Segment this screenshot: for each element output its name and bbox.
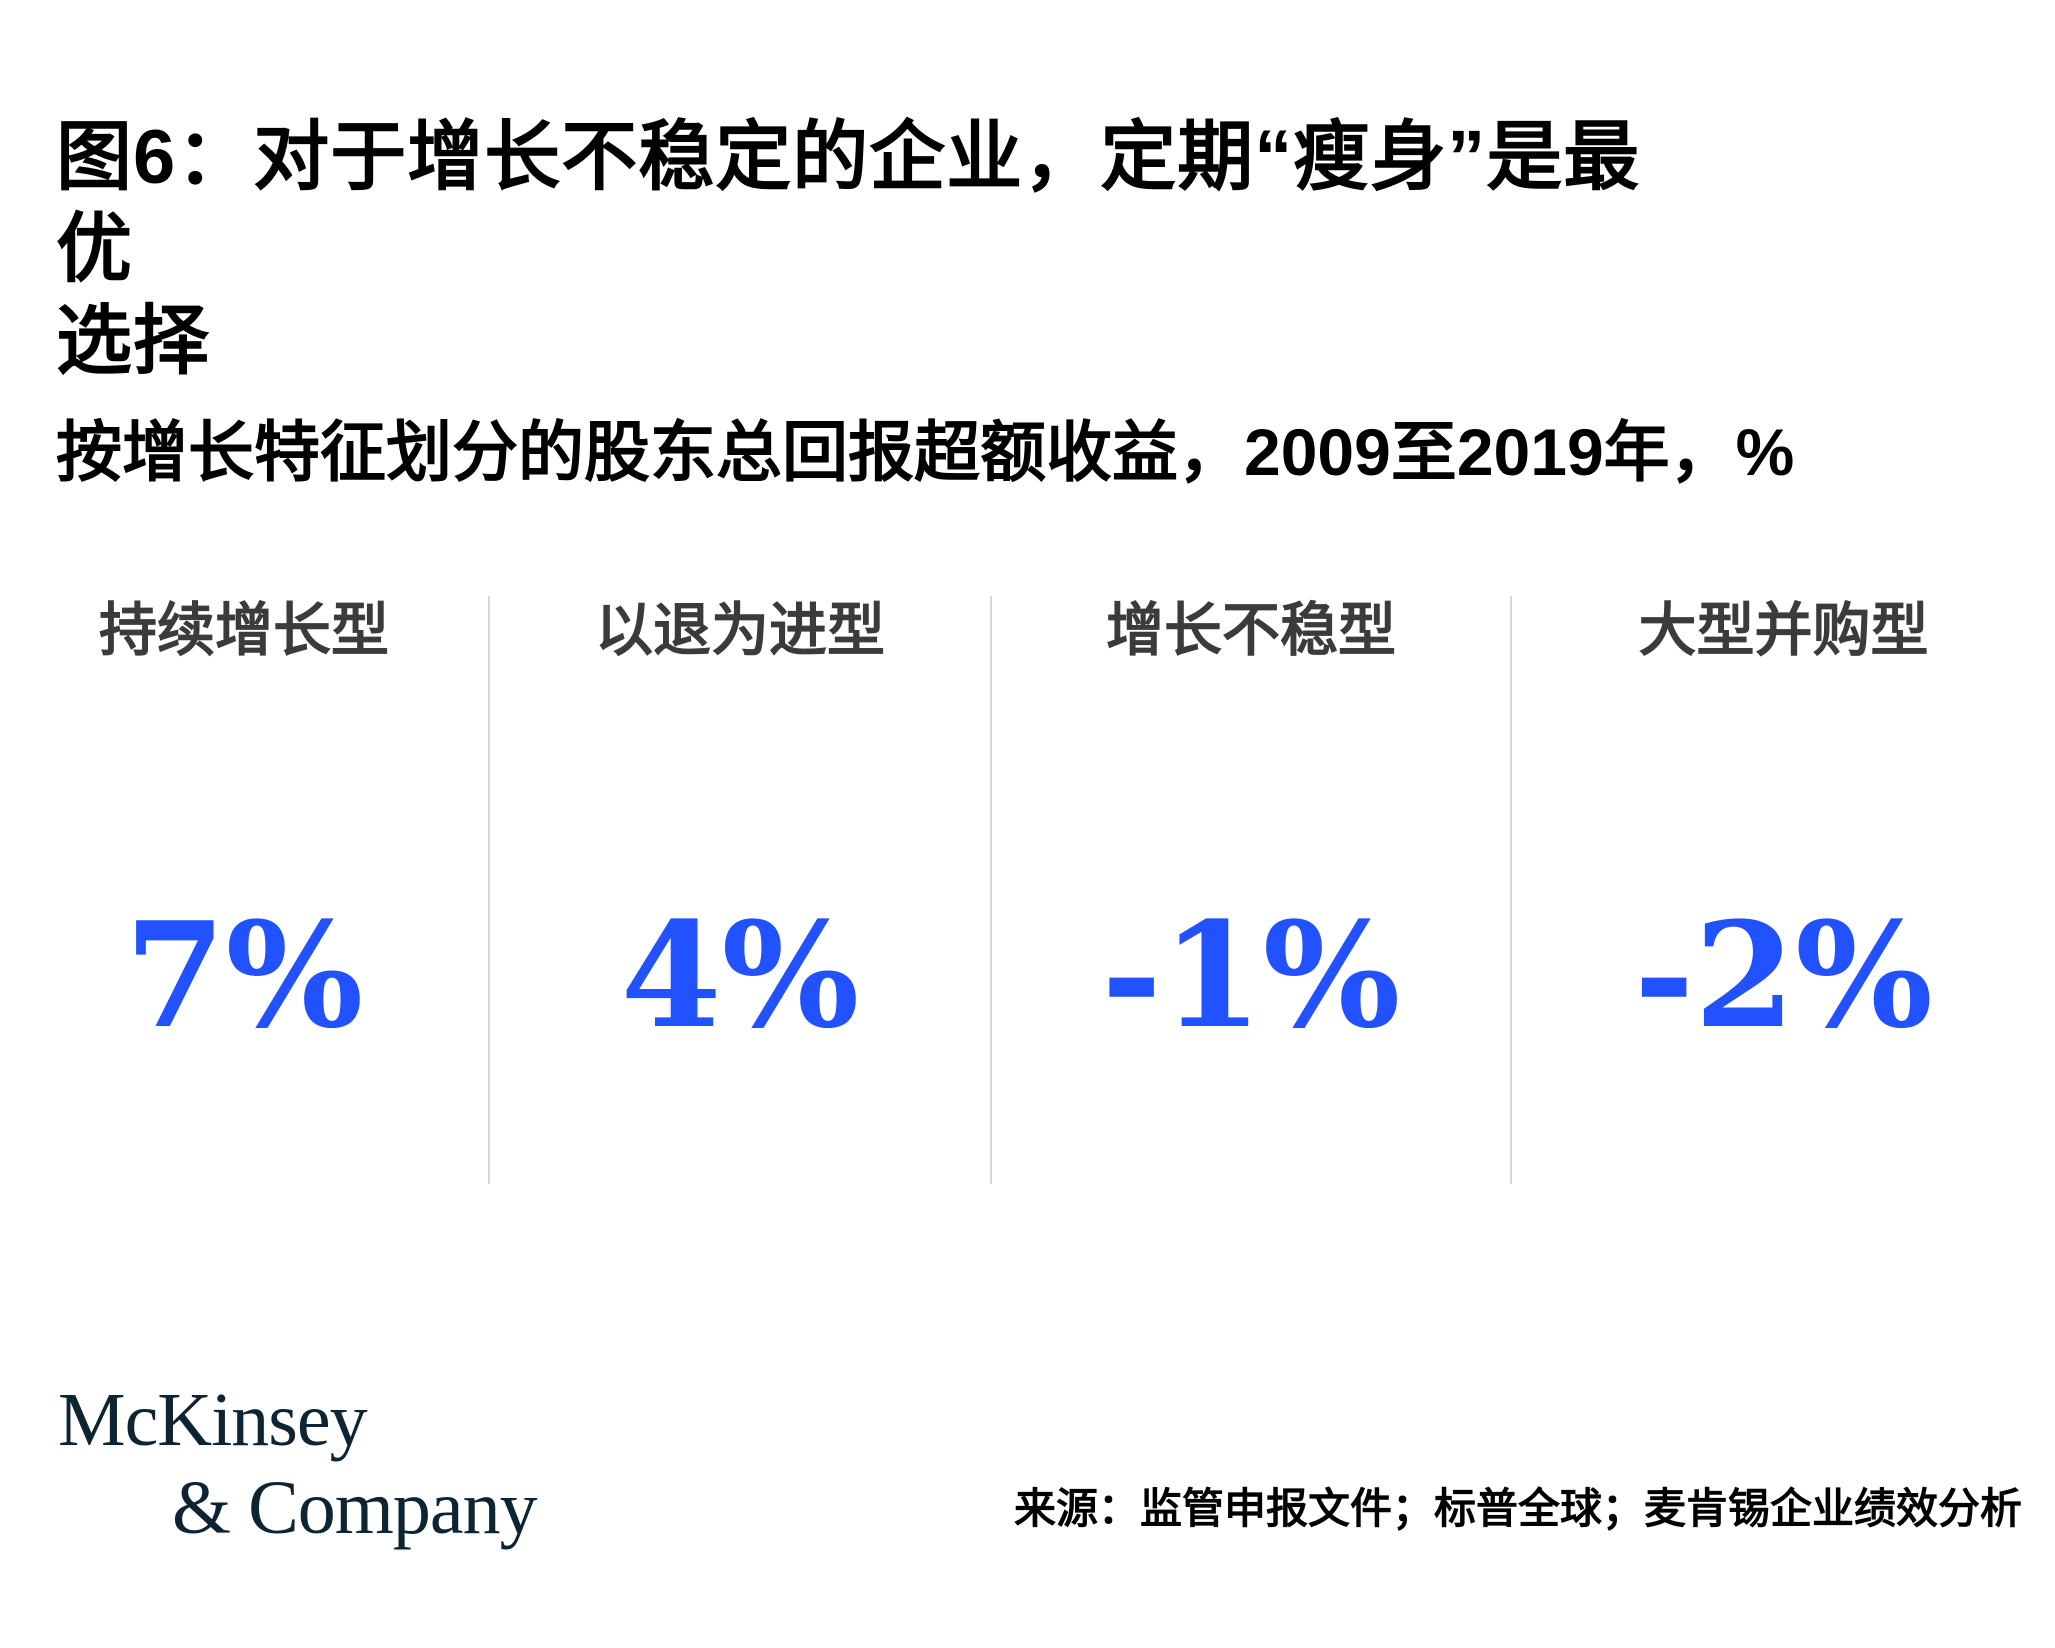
column-value: -1%: [1101, 891, 1401, 1061]
figure-title-line-1: 图6：对于增长不稳定的企业，定期“瘦身”是最优: [56, 115, 1641, 292]
source-note: 来源：监管申报文件；标普全球；麦肯锡企业绩效分析: [1013, 1485, 2022, 1532]
column-label: 持续增长型: [98, 598, 389, 663]
column-label: 增长不稳型: [1105, 598, 1396, 663]
figure-title-line-2: 选择: [56, 299, 210, 384]
logo-line-mckinsey: McKinsey: [58, 1378, 368, 1462]
column-label: 以退为进型: [594, 598, 885, 663]
column-value: 7%: [124, 891, 364, 1061]
column-value: -2%: [1634, 891, 1933, 1061]
column-value: 4%: [620, 891, 860, 1061]
column-large-ma: 大型并购型 -2%: [1510, 596, 2055, 1184]
column-sustained-growth: 持续增长型 7%: [0, 596, 488, 1184]
figure-title: 图6：对于增长不稳定的企业，定期“瘦身”是最优 选择: [56, 112, 1656, 388]
columns-grid: 持续增长型 7% 以退为进型 4% 增长不稳型 -1% 大型并购型 -2%: [0, 596, 2055, 1184]
column-unstable-growth: 增长不稳型 -1%: [990, 596, 1510, 1184]
mckinsey-logo: McKinsey & Company: [58, 1376, 538, 1552]
column-label: 大型并购型: [1638, 598, 1929, 663]
figure-subtitle: 按增长特征划分的股东总回报超额收益，2009至2019年，%: [56, 415, 1795, 489]
column-shrink-to-grow: 以退为进型 4%: [488, 596, 990, 1184]
logo-line-company: & Company: [172, 1466, 538, 1550]
